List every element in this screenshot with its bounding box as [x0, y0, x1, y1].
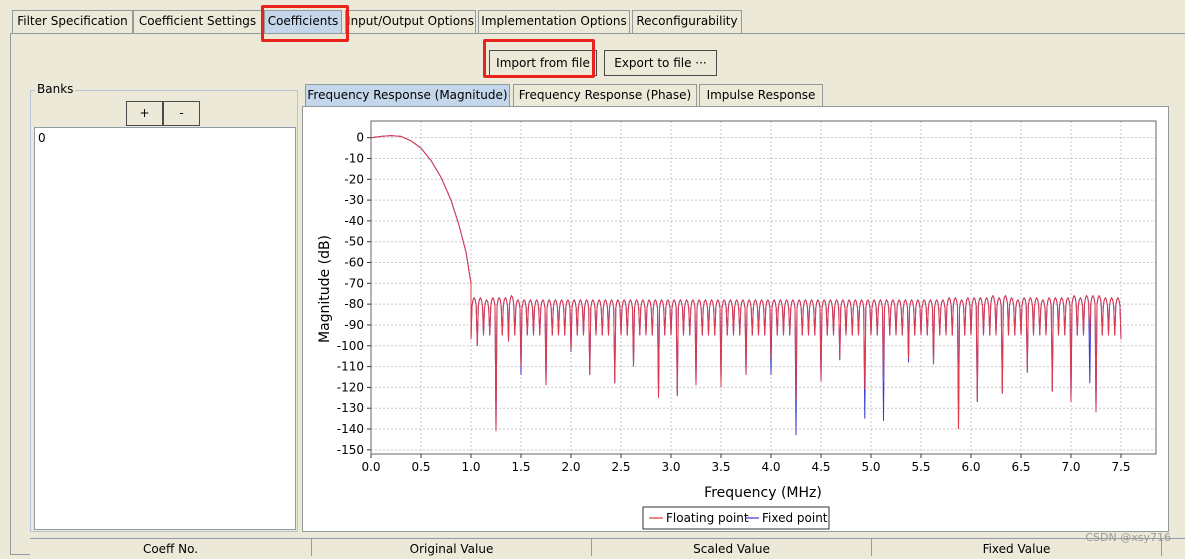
list-item[interactable]: 0: [38, 131, 46, 145]
export-to-file-button[interactable]: Export to file ···: [604, 50, 717, 76]
plot-area-border: [370, 120, 1157, 455]
chart-lines: [370, 135, 1122, 436]
tab-impulse-response[interactable]: Impulse Response: [699, 84, 823, 107]
x-tick-label: 7.5: [1111, 460, 1130, 474]
y-tick-label: -70: [344, 276, 364, 290]
chart-legend: Floating point Fixed point: [642, 506, 830, 530]
x-tick-label: 4.5: [811, 460, 830, 474]
coefficients-table-header: Coeff No. Original Value Scaled Value Fi…: [30, 538, 1185, 556]
y-tick-label: -60: [344, 256, 364, 270]
y-tick-label: -140: [337, 422, 364, 436]
tab-reconfigurability[interactable]: Reconfigurability: [632, 10, 742, 33]
column-header-fixed-value[interactable]: Fixed Value: [872, 539, 1162, 556]
x-tick-label: 6.0: [961, 460, 980, 474]
y-tick-labels: 0 -10 -20 -30 -40 -50 -60 -70 -80 -90 -100 -110 -120…: [337, 131, 364, 457]
x-tick-label: 2.5: [611, 460, 630, 474]
y-tick-label: -120: [337, 380, 364, 394]
highlight-import-button: [483, 39, 595, 78]
banks-list[interactable]: 0: [34, 127, 296, 530]
x-tick-label: 4.0: [761, 460, 780, 474]
column-header-original-value[interactable]: Original Value: [312, 539, 592, 556]
x-tick-label: 1.5: [511, 460, 530, 474]
remove-bank-button[interactable]: -: [163, 101, 200, 126]
add-bank-button[interactable]: +: [126, 101, 163, 126]
tab-frequency-response-magnitude[interactable]: Frequency Response (Magnitude): [305, 84, 510, 107]
x-tick-label: 5.0: [861, 460, 880, 474]
tab-frequency-response-phase[interactable]: Frequency Response (Phase): [513, 84, 697, 107]
watermark: CSDN @xsy716: [1085, 531, 1171, 544]
x-tick-label: 0.0: [361, 460, 380, 474]
banks-group: [30, 90, 298, 532]
y-tick-label: -50: [344, 235, 364, 249]
y-tick-label: -10: [344, 151, 364, 165]
y-tick-label: -40: [344, 214, 364, 228]
x-tick-label: 3.0: [661, 460, 680, 474]
y-tick-label: -30: [344, 193, 364, 207]
y-tick-label: -110: [337, 360, 364, 374]
x-tick-label: 5.5: [911, 460, 930, 474]
floating-point-line: [370, 135, 1122, 432]
y-tick-label: -150: [337, 443, 364, 457]
x-tick-label: 0.5: [411, 460, 430, 474]
magnitude-response-chart: 0 -10 -20 -30 -40 -50 -60 -70 -80 -90 -100 -110 -120…: [317, 120, 1157, 530]
chart-grid: [367, 121, 1156, 458]
magnitude-plot-panel: 0 -10 -20 -30 -40 -50 -60 -70 -80 -90 -100 -110 -120…: [302, 106, 1169, 532]
y-tick-label: 0: [356, 131, 364, 145]
x-tick-label: 3.5: [711, 460, 730, 474]
y-tick-label: -80: [344, 297, 364, 311]
highlight-coefficients-tab: [261, 5, 349, 42]
tab-coefficient-settings[interactable]: Coefficient Settings: [133, 10, 262, 33]
x-axis-label: Frequency (MHz): [704, 485, 822, 501]
x-tick-label: 1.0: [461, 460, 480, 474]
legend-fixed-point: Fixed point: [762, 511, 828, 525]
banks-title: Banks: [35, 82, 76, 96]
plot-frame: [370, 120, 1157, 455]
y-tick-label: -90: [344, 318, 364, 332]
column-header-scaled-value[interactable]: Scaled Value: [592, 539, 872, 556]
y-tick-label: -130: [337, 401, 364, 415]
y-axis-label: Magnitude (dB): [317, 235, 333, 343]
top-tab-strip: Filter Specification Coefficient Setting…: [0, 0, 1185, 34]
legend-floating-point: Floating point: [666, 511, 749, 525]
x-tick-label: 2.0: [561, 460, 580, 474]
tab-input-output-options[interactable]: Input/Output Options: [345, 10, 476, 33]
tab-filter-specification[interactable]: Filter Specification: [12, 10, 133, 33]
x-tick-label: 7.0: [1061, 460, 1080, 474]
x-tick-labels: 0.0 0.5 1.0 1.5 2.0 2.5 3.0 3.5 4.0 4.5 5.0 5.5 6.0 6…: [361, 460, 1130, 474]
y-tick-label: -20: [344, 172, 364, 186]
tab-coefficients[interactable]: Coefficients: [264, 10, 342, 33]
column-header-coeff-no[interactable]: Coeff No.: [30, 539, 312, 556]
tab-implementation-options[interactable]: Implementation Options: [478, 10, 630, 33]
fixed-point-line: [370, 135, 1122, 436]
x-tick-label: 6.5: [1011, 460, 1030, 474]
y-tick-label: -100: [337, 339, 364, 353]
import-from-file-button[interactable]: Import from file: [489, 50, 597, 76]
